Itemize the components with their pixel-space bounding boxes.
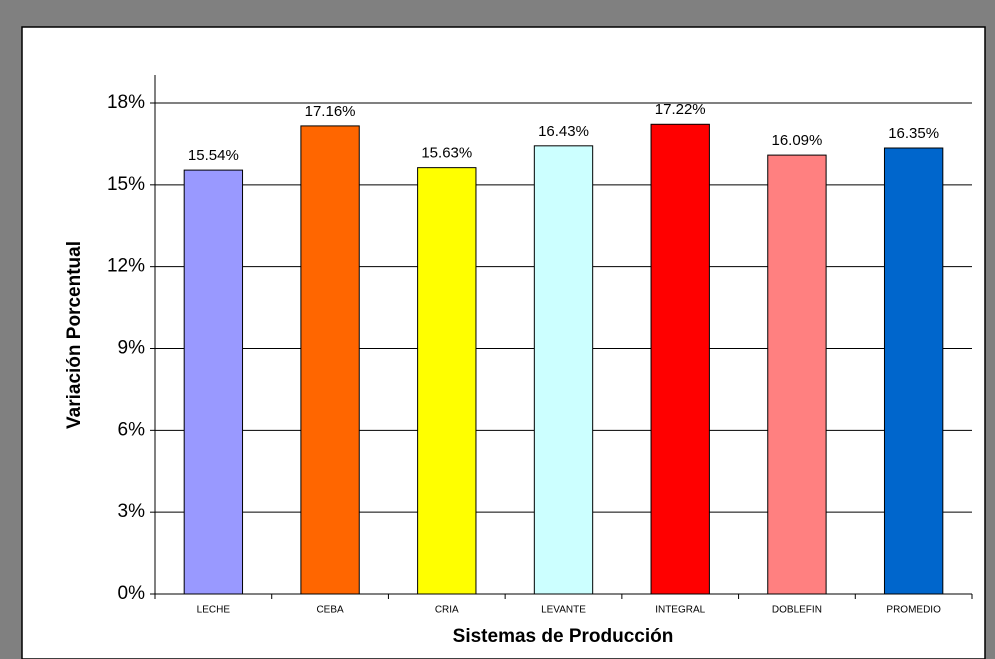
value-label: 15.63% bbox=[421, 145, 472, 162]
y-tick-label: 9% bbox=[118, 338, 146, 359]
x-tick-label: LECHE bbox=[197, 605, 231, 616]
x-tick-label: DOBLEFIN bbox=[772, 605, 822, 616]
bar bbox=[183, 169, 244, 595]
value-label: 16.09% bbox=[771, 132, 822, 149]
x-tick-label: CRIA bbox=[435, 605, 459, 616]
value-label: 17.22% bbox=[655, 101, 706, 118]
x-tick-label: PROMEDIO bbox=[886, 605, 941, 616]
bar bbox=[650, 123, 710, 595]
value-label: 15.54% bbox=[188, 147, 239, 164]
y-axis-title: Variación Porcentual bbox=[64, 241, 85, 429]
x-tick-label: LEVANTE bbox=[541, 605, 586, 616]
y-tick-label: 18% bbox=[107, 92, 145, 113]
value-label: 16.35% bbox=[888, 125, 939, 142]
y-tick-label: 6% bbox=[118, 419, 146, 440]
y-tick-label: 15% bbox=[107, 174, 145, 195]
y-tick-label: 0% bbox=[118, 583, 146, 604]
bar bbox=[300, 125, 360, 595]
bar bbox=[767, 154, 827, 595]
x-tick-label: CEBA bbox=[316, 605, 344, 616]
bar bbox=[883, 147, 944, 595]
x-axis-title: Sistemas de Producción bbox=[453, 626, 674, 647]
chart-area bbox=[21, 26, 986, 659]
bar bbox=[417, 167, 477, 595]
bar bbox=[533, 145, 594, 595]
value-label: 16.43% bbox=[538, 123, 589, 140]
x-tick-label: INTEGRAL bbox=[655, 605, 705, 616]
y-tick-label: 3% bbox=[118, 501, 146, 522]
value-label: 17.16% bbox=[305, 103, 356, 120]
y-tick-label: 12% bbox=[107, 256, 145, 277]
